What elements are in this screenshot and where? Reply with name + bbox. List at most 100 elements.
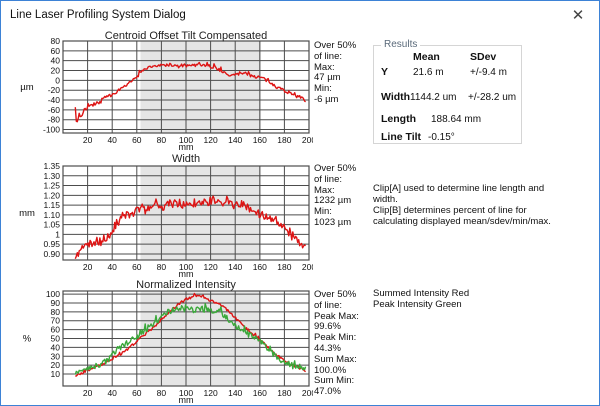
x-tick-label: 40: [107, 262, 117, 272]
x-tick-label: 160: [253, 135, 267, 145]
x-tick-label: 160: [253, 262, 267, 272]
results-header-sdev: SDev: [470, 51, 497, 63]
x-tick-label: 20: [83, 388, 93, 398]
x-tick-label: 80: [157, 135, 167, 145]
intensity-legend: Summed Intensity Red Peak Intensity Gree…: [373, 288, 470, 310]
x-tick-label: 40: [107, 135, 117, 145]
y-tick-label: 40: [51, 342, 61, 352]
y-tick-label: 1.25: [43, 181, 60, 191]
x-tick-label: 180: [277, 262, 291, 272]
close-button[interactable]: ✕: [558, 2, 598, 28]
y-axis-unit-label: %: [23, 334, 32, 345]
series-centroid-offset: [74, 61, 307, 123]
plot-frame: [62, 290, 310, 387]
y-tick-label: 20: [51, 360, 61, 370]
results-row-width-mean: 1144.2 um: [410, 92, 457, 103]
x-axis-unit-label: mm: [179, 269, 194, 277]
y-tick-label: 1: [55, 229, 60, 239]
y-tick-label: 100: [46, 289, 60, 299]
y-tick-label: 1.35: [43, 161, 60, 171]
x-tick-label: 120: [204, 262, 218, 272]
plot-frame: [62, 40, 310, 134]
series-width: [74, 195, 307, 259]
x-tick-label: 20: [83, 135, 93, 145]
x-tick-label: 80: [157, 262, 167, 272]
y-tick-label: 1.20: [43, 190, 60, 200]
y-tick-label: 70: [51, 316, 61, 326]
x-tick-label: 100: [179, 135, 193, 145]
y-tick-label: 30: [51, 351, 61, 361]
x-tick-label: 160: [253, 388, 267, 398]
y-axis-unit-label: µm: [20, 82, 33, 93]
results-row-y-label: Y: [381, 66, 389, 78]
y-tick-label: 80: [51, 307, 61, 317]
y-tick-label: 80: [51, 36, 61, 46]
y-tick-label: -20: [48, 85, 61, 95]
x-tick-label: 140: [228, 135, 242, 145]
x-tick-label: 140: [228, 388, 242, 398]
x-tick-label: 180: [277, 135, 291, 145]
width-stats-annotation: Over 50% of line: Max: 1232 µm Min: 1023…: [314, 163, 357, 228]
chart-title: Centroid Offset Tilt Compensated: [105, 31, 267, 42]
series-summed-intensity: [75, 292, 307, 377]
results-row-y-mean: 21.6 m: [413, 67, 444, 78]
y-tick-label: 1.15: [43, 200, 60, 210]
plot-frame: [62, 165, 310, 261]
results-header-mean: Mean: [413, 51, 440, 63]
x-tick-label: 200: [302, 388, 313, 398]
x-tick-label: 60: [132, 135, 142, 145]
results-row-length-value: 188.64 mm: [431, 114, 482, 125]
y-tick-label: 1.30: [43, 171, 60, 181]
x-tick-label: 200: [302, 135, 313, 145]
y-tick-label: -60: [48, 105, 61, 115]
y-tick-label: 0.90: [43, 249, 60, 259]
y-tick-label: 40: [51, 56, 61, 66]
x-tick-label: 100: [179, 262, 193, 272]
centroid-stats-annotation: Over 50% of line: Max: 47 µm Min: -6 µm: [314, 40, 357, 105]
x-tick-label: 20: [83, 262, 93, 272]
results-row-linetilt-label: Line Tilt: [381, 131, 422, 143]
y-tick-label: 0: [55, 75, 60, 85]
y-tick-label: 20: [51, 66, 61, 76]
y-tick-label: 10: [51, 369, 61, 379]
x-tick-label: 120: [204, 388, 218, 398]
y-tick-label: -100: [43, 125, 60, 135]
y-tick-label: 60: [51, 46, 61, 56]
series-peak-intensity: [74, 302, 307, 375]
y-tick-label: -40: [48, 95, 61, 105]
window-title: Line Laser Profiling System Dialog: [10, 8, 186, 21]
x-tick-label: 80: [157, 388, 167, 398]
x-tick-label: 40: [107, 388, 117, 398]
y-tick-label: 50: [51, 334, 61, 344]
x-tick-label: 140: [228, 262, 242, 272]
x-axis-unit-label: mm: [179, 395, 194, 405]
results-row-width-label: Width: [381, 91, 411, 103]
results-row-length-label: Length: [381, 113, 416, 125]
clip-note: Clip[A] used to determine line length an…: [373, 183, 551, 227]
y-tick-label: 0.95: [43, 239, 60, 249]
close-icon: ✕: [571, 6, 585, 24]
y-axis-unit-label: mm: [19, 208, 35, 219]
results-row-y-sdev: +/-9.4 m: [470, 67, 507, 78]
results-row-linetilt-value: -0.15°: [428, 132, 455, 143]
x-tick-label: 60: [132, 262, 142, 272]
titlebar: Line Laser Profiling System Dialog ✕: [1, 1, 599, 28]
chart-title: Normalized Intensity: [136, 279, 236, 291]
x-tick-label: 100: [179, 388, 193, 398]
y-tick-label: 1.05: [43, 220, 60, 230]
y-tick-label: 1.10: [43, 210, 60, 220]
x-tick-label: 180: [277, 388, 291, 398]
x-axis-unit-label: mm: [179, 142, 194, 151]
x-tick-label: 200: [302, 262, 313, 272]
chart-title: Width: [172, 153, 200, 165]
x-tick-label: 120: [204, 135, 218, 145]
y-tick-label: -80: [48, 115, 61, 125]
y-tick-label: 90: [51, 298, 61, 308]
results-groupbox-label: Results: [381, 39, 421, 50]
x-tick-label: 60: [132, 388, 142, 398]
clip-band: [140, 166, 262, 260]
